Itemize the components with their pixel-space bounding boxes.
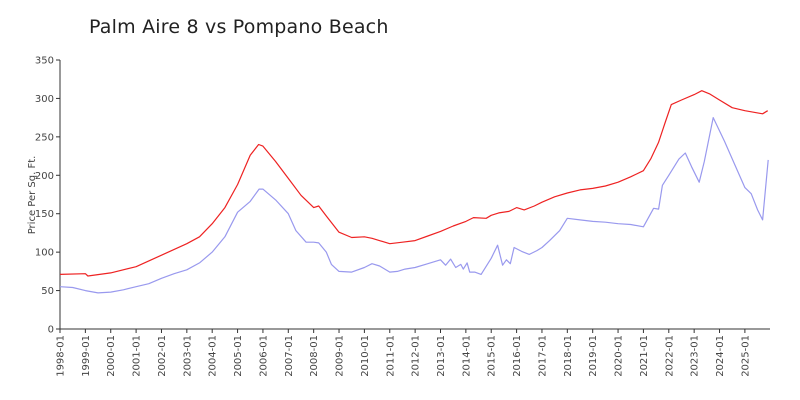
- x-tick-label: 2004-01: [208, 335, 219, 377]
- x-tick-label: 2003-01: [182, 335, 193, 377]
- series-line-blue: [59, 117, 769, 294]
- x-tick-label: 2018-01: [563, 335, 574, 377]
- series-layer: [59, 90, 769, 294]
- x-tick-label: 1998-01: [56, 335, 67, 377]
- x-tick-label: 2020-01: [614, 335, 625, 377]
- x-tick-label: 2019-01: [588, 335, 599, 377]
- x-tick-label: 2001-01: [132, 335, 143, 377]
- x-tick-label: 2008-01: [309, 335, 320, 377]
- axes: 0 50 100 150 200 250 300 350 1998-01 1999-01 2000-…: [35, 56, 770, 377]
- x-tick-label: 1999-01: [81, 335, 92, 377]
- x-tick-label: 2010-01: [360, 335, 371, 377]
- x-tick-label: 2006-01: [258, 335, 269, 377]
- x-tick-label: 2000-01: [106, 335, 117, 377]
- x-tick-label: 2015-01: [487, 335, 498, 377]
- x-tick-label: 2013-01: [436, 335, 447, 377]
- x-tick-label: 2002-01: [157, 335, 168, 377]
- x-tick-label: 2005-01: [233, 335, 244, 377]
- y-tick-label: 200: [35, 171, 54, 182]
- y-tick-label: 0: [48, 325, 54, 336]
- y-tick-label: 300: [35, 94, 54, 105]
- x-tick-label: 2024-01: [715, 335, 726, 377]
- y-tick-label: 150: [35, 209, 54, 220]
- x-tick-label: 2012-01: [411, 335, 422, 377]
- x-tick-label: 2021-01: [639, 335, 650, 377]
- y-tick-label: 50: [41, 286, 54, 297]
- x-tick-label: 2009-01: [335, 335, 346, 377]
- series-line-red: [59, 90, 769, 277]
- x-tick-label: 2022-01: [664, 335, 675, 377]
- y-tick-label: 350: [35, 56, 54, 67]
- x-tick-label: 2023-01: [690, 335, 701, 377]
- x-tick-label: 2007-01: [284, 335, 295, 377]
- x-tick-label: 2016-01: [512, 335, 523, 377]
- x-tick-label: 2025-01: [740, 335, 751, 377]
- y-axis-label: Price Per Sq. Ft.: [27, 156, 38, 235]
- x-tick-label: 2011-01: [385, 335, 396, 377]
- y-tick-label: 250: [35, 132, 54, 143]
- chart-title: Palm Aire 8 vs Pompano Beach: [89, 16, 389, 38]
- y-tick-label: 100: [35, 248, 54, 259]
- x-tick-label: 2014-01: [461, 335, 472, 377]
- x-tick-label: 2017-01: [537, 335, 548, 377]
